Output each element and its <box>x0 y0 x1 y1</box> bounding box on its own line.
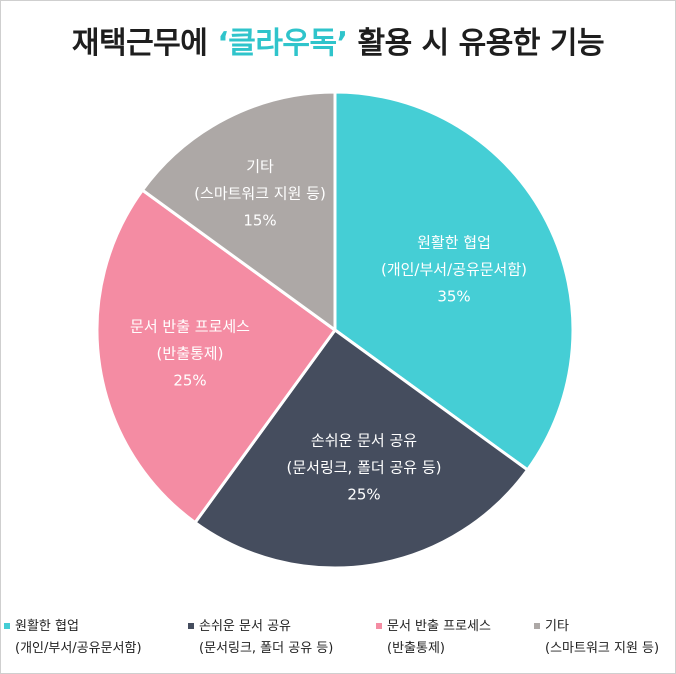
legend-item-1: 원활한 협업 (개인/부서/공유문서함) <box>4 616 142 660</box>
legend-label: 기타 <box>545 619 569 634</box>
slice-label-1: 원활한 협업 <box>417 234 491 252</box>
legend-sublabel: (반출통제) <box>387 641 445 656</box>
legend-swatch <box>376 622 382 629</box>
chart-title: 재택근무에 ‘클라우독’ 활용 시 유용한 기능 <box>0 18 676 62</box>
legend-label: 손쉬운 문서 공유 <box>199 619 291 634</box>
legend-swatch <box>4 622 10 629</box>
legend-swatch <box>534 622 540 629</box>
pie-slice-1 <box>333 90 575 472</box>
slice-label-3: 문서 반출 프로세스 <box>130 318 250 336</box>
slice-value-label-1: 35% <box>437 288 470 306</box>
legend-label: 문서 반출 프로세스 <box>387 619 491 634</box>
legend-sublabel: (스마트워크 지원 등) <box>545 641 660 656</box>
legend-label: 원활한 협업 <box>15 619 79 634</box>
legend-sublabel: (문서링크, 폴더 공유 등) <box>199 641 334 656</box>
pie-slice-3 <box>95 188 337 525</box>
title-prefix: 재택근무에 <box>71 26 218 61</box>
slice-label-2: 손쉬운 문서 공유 <box>311 432 417 450</box>
legend-item-4: 기타 (스마트워크 지원 등) <box>534 616 659 660</box>
slice-value-label-4: 15% <box>243 212 276 230</box>
slice-value-label-3: 25% <box>173 372 206 390</box>
legend-sublabel: (개인/부서/공유문서함) <box>15 641 142 656</box>
slice-sublabel-3: (반출통제) <box>157 345 224 363</box>
slice-sublabel-1: (개인/부서/공유문서함) <box>381 261 527 279</box>
legend-item-3: 문서 반출 프로세스 (반출통제) <box>376 616 491 660</box>
slice-sublabel-2: (문서링크, 폴더 공유 등) <box>287 459 442 477</box>
legend-item-2: 손쉬운 문서 공유 (문서링크, 폴더 공유 등) <box>188 616 333 660</box>
title-suffix: 활용 시 유용한 기능 <box>347 26 605 61</box>
title-highlight: ‘클라우독’ <box>217 26 348 61</box>
legend-swatch <box>188 622 194 629</box>
pie-slice-2 <box>193 328 530 570</box>
pie-slice-4 <box>140 90 337 332</box>
slice-value-label-2: 25% <box>347 486 380 504</box>
slice-sublabel-4: (스마트워크 지원 등) <box>194 185 326 203</box>
slice-label-4: 기타 <box>246 158 274 176</box>
chart-legend: 원활한 협업 (개인/부서/공유문서함) 손쉬운 문서 공유 (문서링크, 폴더 공유… <box>0 616 676 666</box>
